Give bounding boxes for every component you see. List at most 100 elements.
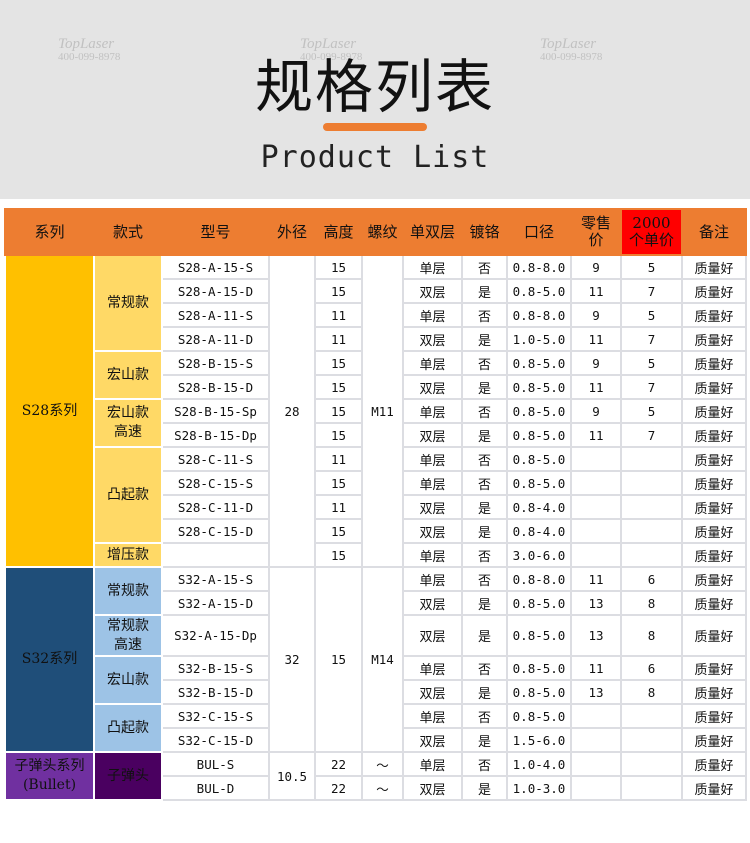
chrome-cell: 否	[461, 703, 508, 729]
thread-cell: ～	[361, 775, 404, 801]
watermark: TopLaser 400-099-8978	[300, 36, 363, 64]
chrome-cell: 否	[461, 398, 508, 424]
model-cell: S28-C-11-S	[161, 446, 270, 472]
bulk-price-cell	[620, 727, 683, 753]
note-cell: 质量好	[681, 494, 747, 520]
retail-price-cell	[570, 542, 622, 568]
layer-cell: 双层	[402, 374, 463, 400]
chrome-cell: 是	[461, 614, 508, 657]
style-cell: 宏山款	[94, 656, 162, 704]
header-series: 系列	[4, 208, 95, 256]
caliber-cell: 3.0-6.0	[506, 542, 572, 568]
table-row: 凸起款 S28-C-11-S 11 单层否 0.8-5.0 质量好	[5, 446, 747, 543]
table-header: 系列 款式 型号 外径 高度 螺纹 单双层 镀铬 口径 零售价 2000个单价 备注	[4, 208, 747, 256]
bulk-price-cell	[620, 542, 683, 568]
layer-cell: 单层	[402, 254, 463, 280]
watermark: TopLaser 400-099-8978	[58, 36, 121, 64]
header-outer-diameter: 外径	[268, 208, 316, 256]
caliber-cell: 1.0-5.0	[506, 326, 572, 352]
retail-price-cell: 11	[570, 655, 622, 681]
model-cell: S32-A-15-Dp	[161, 614, 270, 657]
retail-price-cell	[570, 446, 622, 472]
retail-price-cell	[570, 518, 622, 544]
style-cell: 常规款	[94, 255, 162, 351]
retail-price-cell	[570, 703, 622, 729]
bulk-price-cell	[620, 494, 683, 520]
banner: TopLaser 400-099-8978 TopLaser 400-099-897…	[0, 0, 750, 199]
layer-cell: 双层	[402, 727, 463, 753]
series-cell: 子弹头系列 (Bullet)	[5, 752, 94, 800]
note-cell: 质量好	[681, 751, 747, 777]
model-cell: S28-A-11-D	[161, 326, 270, 352]
model-cell: S28-A-11-S	[161, 302, 270, 328]
layer-cell: 单层	[402, 703, 463, 729]
chrome-cell: 是	[461, 494, 508, 520]
header-caliber: 口径	[506, 208, 572, 256]
note-cell: 质量好	[681, 302, 747, 328]
caliber-cell: 0.8-5.0	[506, 590, 572, 616]
table-row: 宏山款 S28-B-15-S 15 单层否 0.8-5.0 9 5 质量好	[5, 350, 747, 399]
retail-price-cell	[570, 775, 622, 801]
note-cell: 质量好	[681, 278, 747, 304]
bulk-price-cell	[620, 751, 683, 777]
layer-cell: 双层	[402, 775, 463, 801]
outer-diameter-cell: 10.5	[268, 751, 316, 801]
height-cell: 11	[314, 494, 363, 520]
table-row: S32-A-15-D 双层是 0.8-5.0 13 8 质量好	[5, 590, 747, 616]
note-cell: 质量好	[681, 655, 747, 681]
chrome-cell: 是	[461, 679, 508, 705]
style-cell: 常规款	[94, 567, 162, 615]
table-row: S28-C-11-D 11 双层是 0.8-4.0 质量好	[5, 494, 747, 520]
note-cell: 质量好	[681, 326, 747, 352]
model-cell: S32-B-15-S	[161, 655, 270, 681]
retail-price-cell: 11	[570, 422, 622, 448]
caliber-cell: 0.8-5.0	[506, 614, 572, 657]
note-cell: 质量好	[681, 350, 747, 376]
layer-cell: 双层	[402, 278, 463, 304]
outer-diameter-cell: 32	[268, 566, 316, 753]
note-cell: 质量好	[681, 374, 747, 400]
height-cell: 15	[314, 422, 363, 448]
model-cell: S28-C-11-D	[161, 494, 270, 520]
layer-cell: 双层	[402, 614, 463, 657]
caliber-cell: 0.8-5.0	[506, 278, 572, 304]
table-row: S28-B-15-D 15 双层是 0.8-5.0 11 7 质量好	[5, 374, 747, 400]
caliber-cell: 0.8-5.0	[506, 374, 572, 400]
note-cell: 质量好	[681, 679, 747, 705]
height-cell: 15	[314, 542, 363, 568]
table-row: BUL-D 22 ～双层是 1.0-3.0 质量好	[5, 775, 747, 801]
thread-cell: M14	[361, 566, 404, 753]
header-model: 型号	[161, 208, 270, 256]
height-cell: 15	[314, 278, 363, 304]
thread-cell: M11	[361, 254, 404, 568]
chrome-cell: 否	[461, 302, 508, 328]
style-cell: 增压款	[94, 543, 162, 567]
height-cell: 15	[314, 518, 363, 544]
thread-cell: ～	[361, 751, 404, 777]
retail-price-cell: 9	[570, 350, 622, 376]
height-cell: 15	[314, 350, 363, 376]
layer-cell: 单层	[402, 751, 463, 777]
model-cell: S32-A-15-D	[161, 590, 270, 616]
model-cell: S28-B-15-Sp	[161, 398, 270, 424]
model-cell: S28-A-15-D	[161, 278, 270, 304]
page-subtitle: Product List	[260, 140, 490, 175]
bulk-price-cell: 5	[620, 350, 683, 376]
series-cell: S32系列	[5, 567, 94, 752]
table-row: S28-C-15-D 15 双层是 0.8-4.0 质量好	[5, 518, 747, 544]
header-bulk-price: 2000个单价	[620, 208, 683, 256]
retail-price-cell: 11	[570, 374, 622, 400]
height-cell: 11	[314, 446, 363, 472]
table-row: S28-A-11-S 11 单层否 0.8-8.0 9 5 质量好	[5, 302, 747, 328]
table-row: S32-C-15-D 双层是 1.5-6.0 质量好	[5, 727, 747, 753]
retail-price-cell: 11	[570, 278, 622, 304]
table-row: S32系列 常规款 S32-A-15-S 32 15 M14 单层否 0.8-8.0 11 6 质量…	[5, 566, 747, 753]
model-cell: S28-A-15-S	[161, 254, 270, 280]
bulk-price-cell	[620, 518, 683, 544]
caliber-cell: 0.8-5.0	[506, 350, 572, 376]
caliber-cell: 0.8-5.0	[506, 470, 572, 496]
caliber-cell: 0.8-4.0	[506, 518, 572, 544]
table-row: S28-B-15-Dp 15 双层是 0.8-5.0 11 7 质量好	[5, 422, 747, 448]
note-cell: 质量好	[681, 398, 747, 424]
model-cell: S32-A-15-S	[161, 566, 270, 592]
